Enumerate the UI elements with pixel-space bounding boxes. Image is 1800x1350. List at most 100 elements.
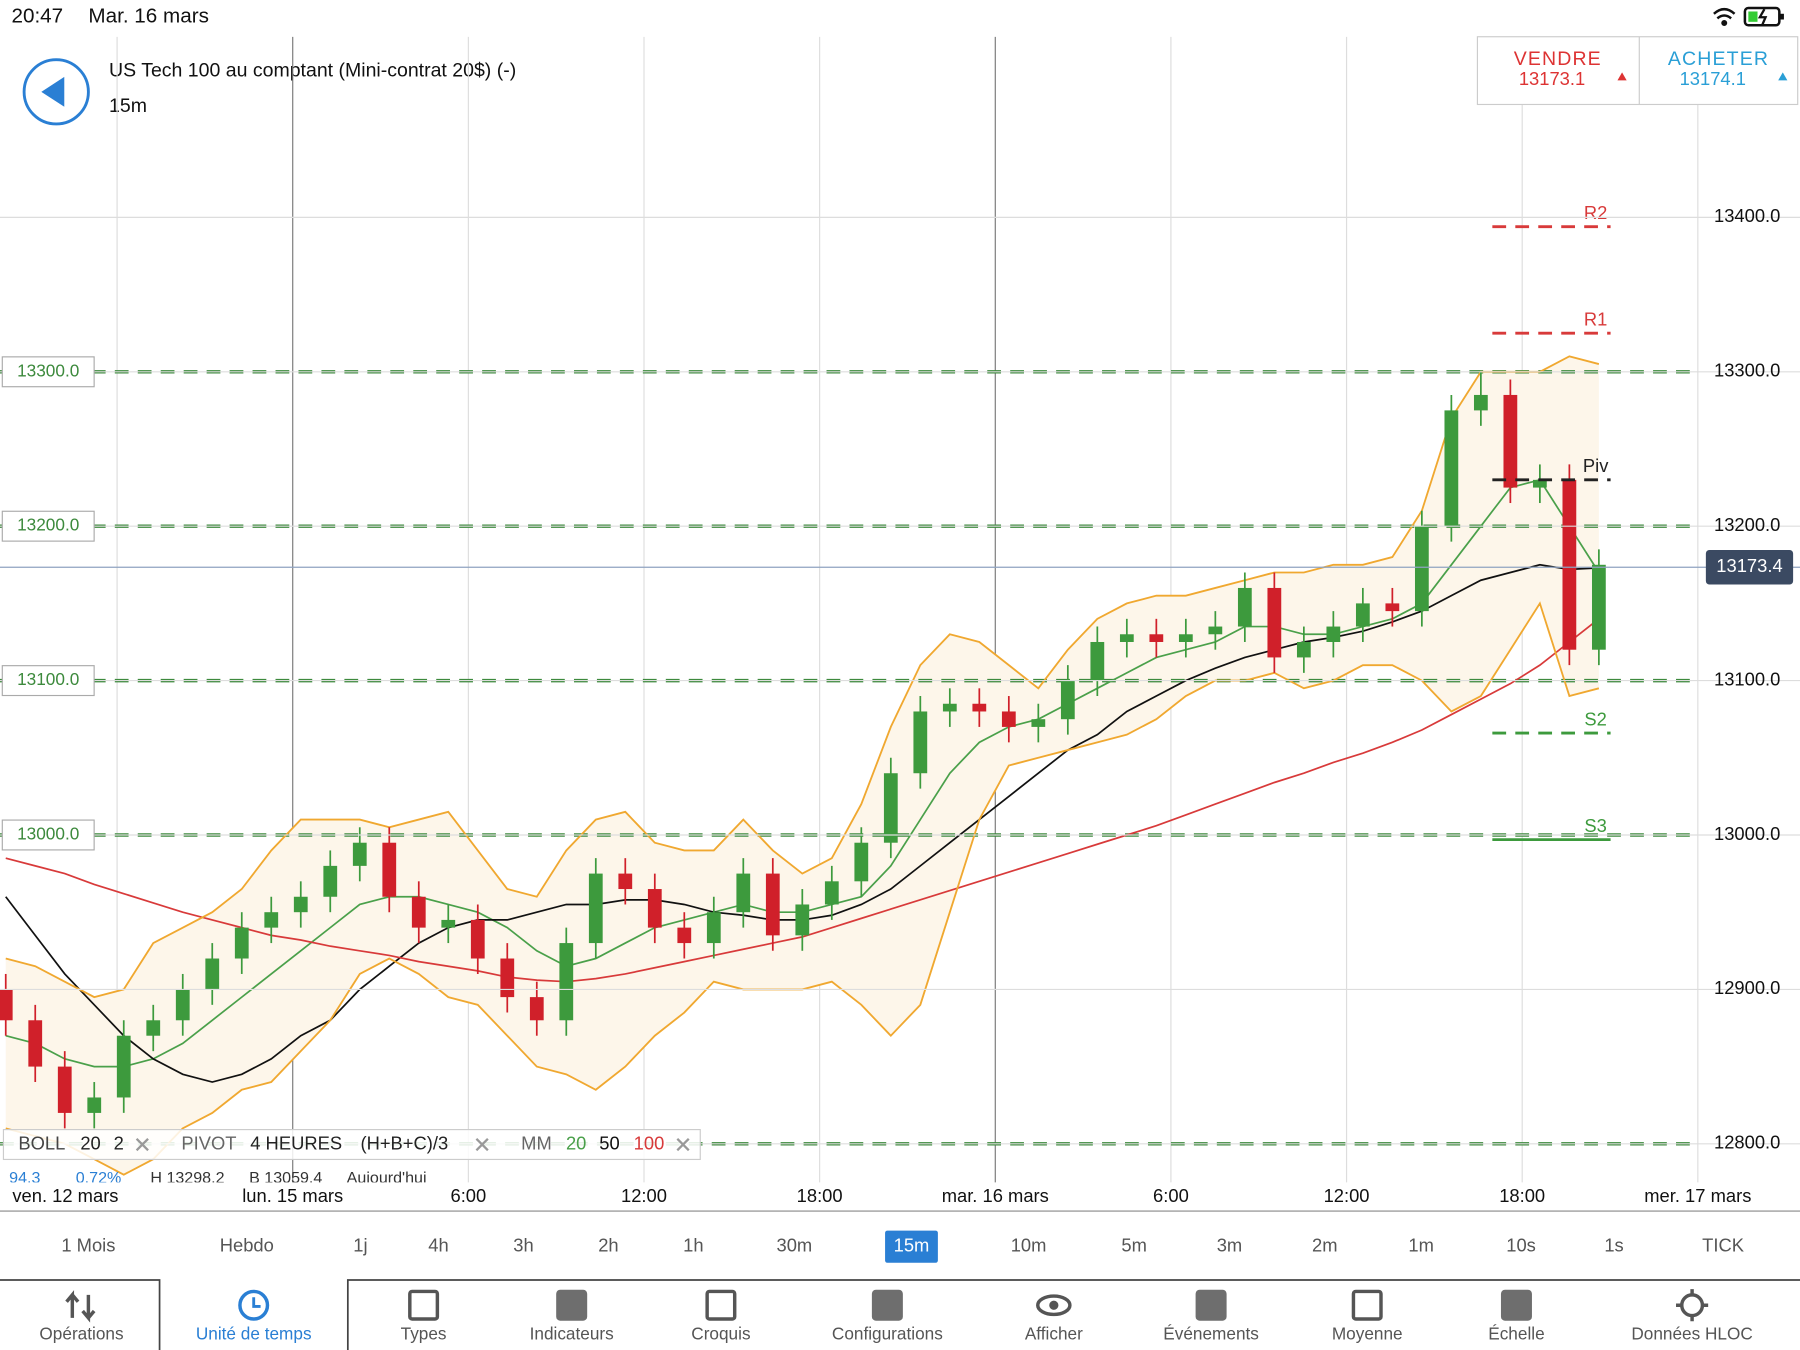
timeframe-label: 1m bbox=[1408, 1235, 1434, 1256]
timeframe-option[interactable]: 30m bbox=[777, 1235, 813, 1256]
toolbar-item[interactable]: Moyenne bbox=[1332, 1289, 1403, 1344]
legend-box bbox=[2, 1129, 701, 1161]
toolbar-item[interactable]: Afficher bbox=[1025, 1294, 1083, 1344]
y-tick-label: 12800.0 bbox=[1714, 1132, 1780, 1153]
toolbar-icon bbox=[871, 1289, 903, 1321]
candle-body bbox=[647, 889, 662, 928]
pivot-label: R2 bbox=[1584, 202, 1607, 223]
legend-entry: 50 bbox=[599, 1132, 619, 1153]
legend-label: PIVOT bbox=[181, 1132, 236, 1153]
y-tick-label: 13400.0 bbox=[1714, 205, 1780, 226]
buy-arrow bbox=[1778, 72, 1788, 81]
x-tick-label: mer. 17 mars bbox=[1644, 1185, 1751, 1206]
candle-body bbox=[323, 865, 338, 897]
info-text: Aujourd'hui bbox=[347, 1169, 427, 1187]
candle-body bbox=[1149, 634, 1164, 642]
x-tick-label: ven. 12 mars bbox=[12, 1185, 118, 1206]
toolbar-frame bbox=[0, 1279, 1800, 1350]
toolbar-item[interactable]: Indicateurs bbox=[530, 1289, 614, 1344]
toolbar-item[interactable]: Échelle bbox=[1488, 1289, 1545, 1344]
toolbar-item[interactable]: Types bbox=[401, 1289, 447, 1344]
timeframe-option[interactable]: 3h bbox=[513, 1235, 533, 1256]
candle-body bbox=[175, 989, 190, 1021]
back-button[interactable] bbox=[22, 58, 90, 126]
remove-icon bbox=[135, 1137, 149, 1152]
candle-body bbox=[795, 904, 810, 936]
status-time: 20:47 bbox=[11, 5, 63, 28]
timeframe-label: 5m bbox=[1121, 1235, 1147, 1256]
timeframe-selected bbox=[885, 1230, 938, 1263]
quote-box bbox=[1476, 36, 1799, 106]
timeframe-option[interactable]: 3m bbox=[1217, 1235, 1243, 1256]
candle-body bbox=[1444, 410, 1459, 527]
bollinger-fill bbox=[5, 356, 1599, 1175]
timeframe-option[interactable]: TICK bbox=[1702, 1235, 1745, 1256]
y-tick-label: 13200.0 bbox=[1714, 514, 1780, 535]
sell-price: 13173.1 bbox=[1519, 68, 1585, 89]
candle-body bbox=[618, 873, 633, 890]
instrument-name: US Tech 100 au comptant (Mini-contrat 20… bbox=[109, 59, 516, 81]
timeframe-option[interactable]: 15m bbox=[885, 1230, 938, 1263]
timeframe-label: 3h bbox=[513, 1235, 533, 1256]
candle-body bbox=[441, 919, 456, 928]
candle-body bbox=[913, 711, 928, 774]
legend-remove[interactable] bbox=[475, 1137, 489, 1152]
toolbar-label: Croquis bbox=[691, 1324, 750, 1344]
timeframe-option[interactable]: 5m bbox=[1121, 1235, 1147, 1256]
candle-body bbox=[736, 873, 751, 913]
timeframe-option[interactable]: 4h bbox=[428, 1235, 448, 1256]
timeframe-option[interactable]: 1m bbox=[1408, 1235, 1434, 1256]
legend-remove[interactable] bbox=[676, 1137, 690, 1152]
toolbar-item[interactable]: Croquis bbox=[691, 1289, 751, 1344]
toolbar-item[interactable]: Opérations bbox=[39, 1290, 124, 1344]
x-tick-label: 6:00 bbox=[451, 1185, 487, 1206]
last-price-label: 13173.4 bbox=[1716, 555, 1782, 576]
timeframe-label: 2m bbox=[1312, 1235, 1338, 1256]
x-tick-label: lun. 15 mars bbox=[242, 1185, 343, 1206]
buy-price: 13174.1 bbox=[1680, 68, 1746, 89]
info-row: 94.3 0.72% H 13298.2 B 13059.4 Aujourd'hui bbox=[9, 1169, 427, 1187]
toolbar-icon bbox=[65, 1290, 96, 1323]
status-icons bbox=[1713, 6, 1784, 27]
timeframe-option[interactable]: Hebdo bbox=[220, 1235, 274, 1256]
y-tick-label: 13000.0 bbox=[1714, 823, 1780, 844]
legend-remove[interactable] bbox=[135, 1137, 149, 1152]
y-tick-label: 12900.0 bbox=[1714, 977, 1780, 998]
pivot-label: Piv bbox=[1583, 455, 1609, 476]
timeframe-label: Hebdo bbox=[220, 1235, 274, 1256]
toolbar-item[interactable]: Événements bbox=[1163, 1289, 1259, 1344]
timeframe-label: TICK bbox=[1702, 1235, 1745, 1256]
alert-label-box bbox=[1, 356, 95, 388]
timeframe-option[interactable]: 1j bbox=[353, 1235, 367, 1256]
sell-label: VENDRE bbox=[1514, 48, 1602, 70]
timeframe-option[interactable]: 1 Mois bbox=[61, 1235, 115, 1256]
toolbar-item[interactable]: Configurations bbox=[832, 1289, 943, 1344]
timeframe-option[interactable]: 1h bbox=[683, 1235, 703, 1256]
toolbar-item[interactable]: Unité de temps bbox=[196, 1289, 312, 1344]
alert-label-box bbox=[1, 510, 95, 542]
back-circle bbox=[22, 58, 90, 126]
candle-body bbox=[116, 1035, 131, 1098]
toolbar-label: Unité de temps bbox=[196, 1324, 312, 1344]
candle-body bbox=[1385, 603, 1400, 612]
toolbar-icon bbox=[1195, 1289, 1227, 1321]
x-tick-label: 18:00 bbox=[1499, 1185, 1545, 1206]
sell-arrow bbox=[1617, 72, 1627, 81]
candle-body bbox=[146, 1020, 161, 1036]
timeframe-option[interactable]: 10m bbox=[1011, 1235, 1047, 1256]
timeframe-option[interactable]: 2h bbox=[598, 1235, 618, 1256]
timeframe-option[interactable]: 10s bbox=[1506, 1235, 1536, 1256]
candle-body bbox=[1090, 641, 1105, 681]
pivot-label: S3 bbox=[1584, 815, 1606, 836]
toolbar-item[interactable]: Données HLOC bbox=[1631, 1289, 1753, 1344]
timeframe-option[interactable]: 1s bbox=[1604, 1235, 1623, 1256]
legend-param: 2 bbox=[114, 1132, 124, 1153]
timeframe-option[interactable]: 2m bbox=[1312, 1235, 1338, 1256]
timeframe-label: 15m bbox=[894, 1235, 930, 1256]
candle-body bbox=[1503, 394, 1518, 488]
candle-body bbox=[559, 943, 574, 1021]
candle-body bbox=[205, 958, 220, 990]
